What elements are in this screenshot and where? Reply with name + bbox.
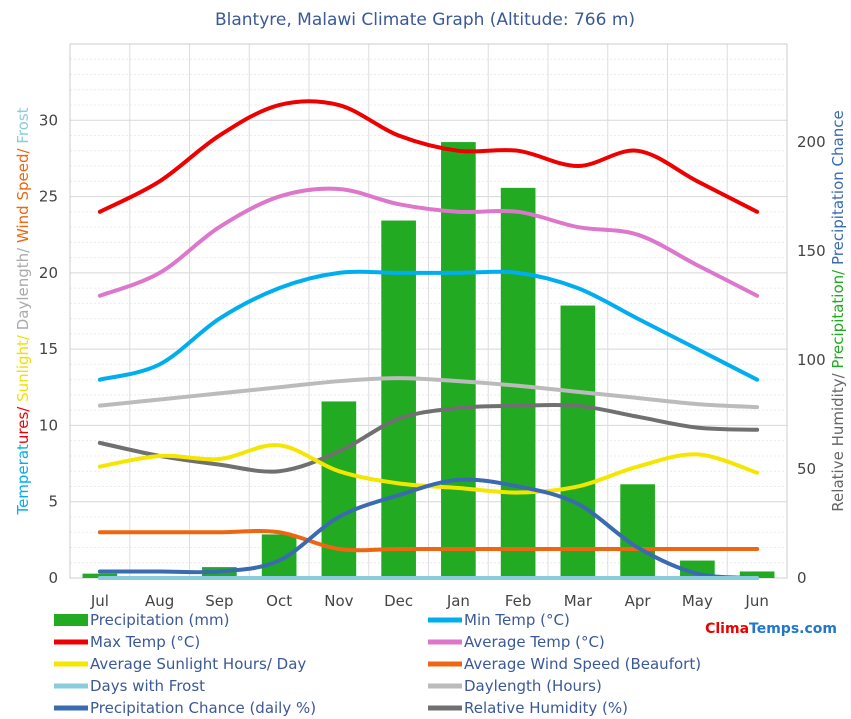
series-line-average-temp-c (97, 186, 760, 298)
y-left-axis-label-part: Wind Speed/ (14, 144, 32, 243)
y-right-axis-label-part: Precipitation/ (829, 265, 847, 369)
legend-item: Relative Humidity (%) (428, 699, 628, 717)
y-right-tick-label: 0 (797, 569, 807, 587)
legend-label: Average Wind Speed (Beaufort) (464, 655, 701, 673)
brand-logo: ClimaTemps.com (705, 621, 837, 637)
x-tick-label: Nov (324, 592, 353, 610)
legend-item: Min Temp (°C) (428, 611, 570, 629)
precipitation-bar (560, 305, 596, 578)
legend-item: Daylength (Hours) (428, 677, 602, 695)
x-tick-label: Feb (505, 592, 532, 610)
x-tick-label: May (682, 592, 713, 610)
y-right-tick-label: 200 (797, 133, 826, 151)
y-left-axis-label-part: Frost (14, 107, 32, 143)
series-line-daylength-hours (97, 376, 760, 410)
x-tick-label: Sep (205, 592, 233, 610)
legend-label: Precipitation (mm) (90, 611, 229, 629)
precipitation-bar (620, 484, 655, 578)
series-line-min-temp-c (97, 269, 760, 382)
x-tick-label: Oct (266, 592, 292, 610)
legend-label: Average Sunlight Hours/ Day (90, 655, 306, 673)
legend-item: Average Wind Speed (Beaufort) (428, 655, 701, 673)
brand-part: Temps (749, 621, 799, 637)
series-line-precipitation-chance-daily (97, 477, 760, 580)
y-right-tick-label: 100 (797, 351, 826, 369)
x-tick-label: Apr (625, 592, 652, 610)
legend-swatch (54, 614, 88, 626)
series-lines (97, 99, 760, 580)
x-tick-label: Dec (384, 592, 413, 610)
series-line-average-sunlight-hours-day (97, 443, 760, 495)
y-left-tick-label: 15 (39, 340, 58, 358)
y-left-axis-label-part: Sunlight/ (14, 330, 32, 402)
legend-item: Average Sunlight Hours/ Day (54, 655, 306, 673)
y-left-axis-label-part: ures/ (14, 402, 32, 444)
y-right-tick-label: 50 (797, 460, 816, 478)
y-left-tick-label: 20 (39, 264, 58, 282)
legend-label: Average Temp (°C) (464, 633, 605, 651)
y-left-tick-label: 5 (48, 493, 58, 511)
x-tick-label: Jan (446, 592, 470, 610)
y-right-axis-label-part: Relative Humidity/ (829, 369, 847, 512)
y-right-axis-label-part: Precipitation Chance (829, 110, 847, 265)
precipitation-bar (739, 571, 775, 578)
y-left-axis-label-part: Temperat (14, 444, 32, 516)
x-tick-label: Jun (744, 592, 768, 610)
legend-item: Average Temp (°C) (428, 633, 605, 651)
legend-item: Max Temp (°C) (54, 633, 200, 651)
y-left-tick-label: 10 (39, 416, 58, 434)
y-right-tick-label: 150 (797, 242, 826, 260)
legend-label: Precipitation Chance (daily %) (90, 699, 316, 717)
chart-title: Blantyre, Malawi Climate Graph (Altitude… (215, 10, 635, 30)
legend-item: Precipitation (mm) (54, 611, 229, 629)
axes: 0 5 10 15 20 25 30 0 50 100 150 200 Jul Aug Sep Oct Nov D… (14, 107, 847, 610)
precipitation-bar (82, 573, 118, 578)
precipitation-bar (261, 534, 297, 578)
grid-lines (69, 43, 788, 579)
series-line-max-temp-c (97, 99, 760, 214)
y-left-tick-label: 25 (39, 188, 58, 206)
y-right-axis-label: Relative Humidity/ Precipitation/ Precip… (829, 110, 847, 511)
legend: Precipitation (mm) Min Temp (°C) Max Temp … (54, 611, 701, 717)
x-tick-label: Mar (564, 592, 593, 610)
x-tick-label: Aug (145, 592, 174, 610)
brand-part: .com (799, 621, 837, 637)
precipitation-bar (441, 142, 476, 578)
legend-label: Days with Frost (90, 677, 205, 695)
brand-part: Clima (705, 621, 749, 637)
precipitation-bar (381, 220, 416, 578)
y-left-axis-label: Temperatures/ Sunlight/ Daylength/ Wind … (14, 107, 32, 515)
x-tick-label: Jul (90, 592, 109, 610)
legend-label: Relative Humidity (%) (464, 699, 628, 717)
legend-label: Daylength (Hours) (464, 677, 602, 695)
legend-label: Min Temp (°C) (464, 611, 570, 629)
y-left-tick-label: 30 (39, 111, 58, 129)
legend-label: Max Temp (°C) (90, 633, 200, 651)
legend-item: Precipitation Chance (daily %) (54, 699, 316, 717)
series-line-relative-humidity (97, 402, 760, 474)
y-left-axis-label-part: Daylength/ (14, 243, 32, 330)
y-left-tick-label: 0 (48, 569, 58, 587)
legend-item: Days with Frost (54, 677, 205, 695)
